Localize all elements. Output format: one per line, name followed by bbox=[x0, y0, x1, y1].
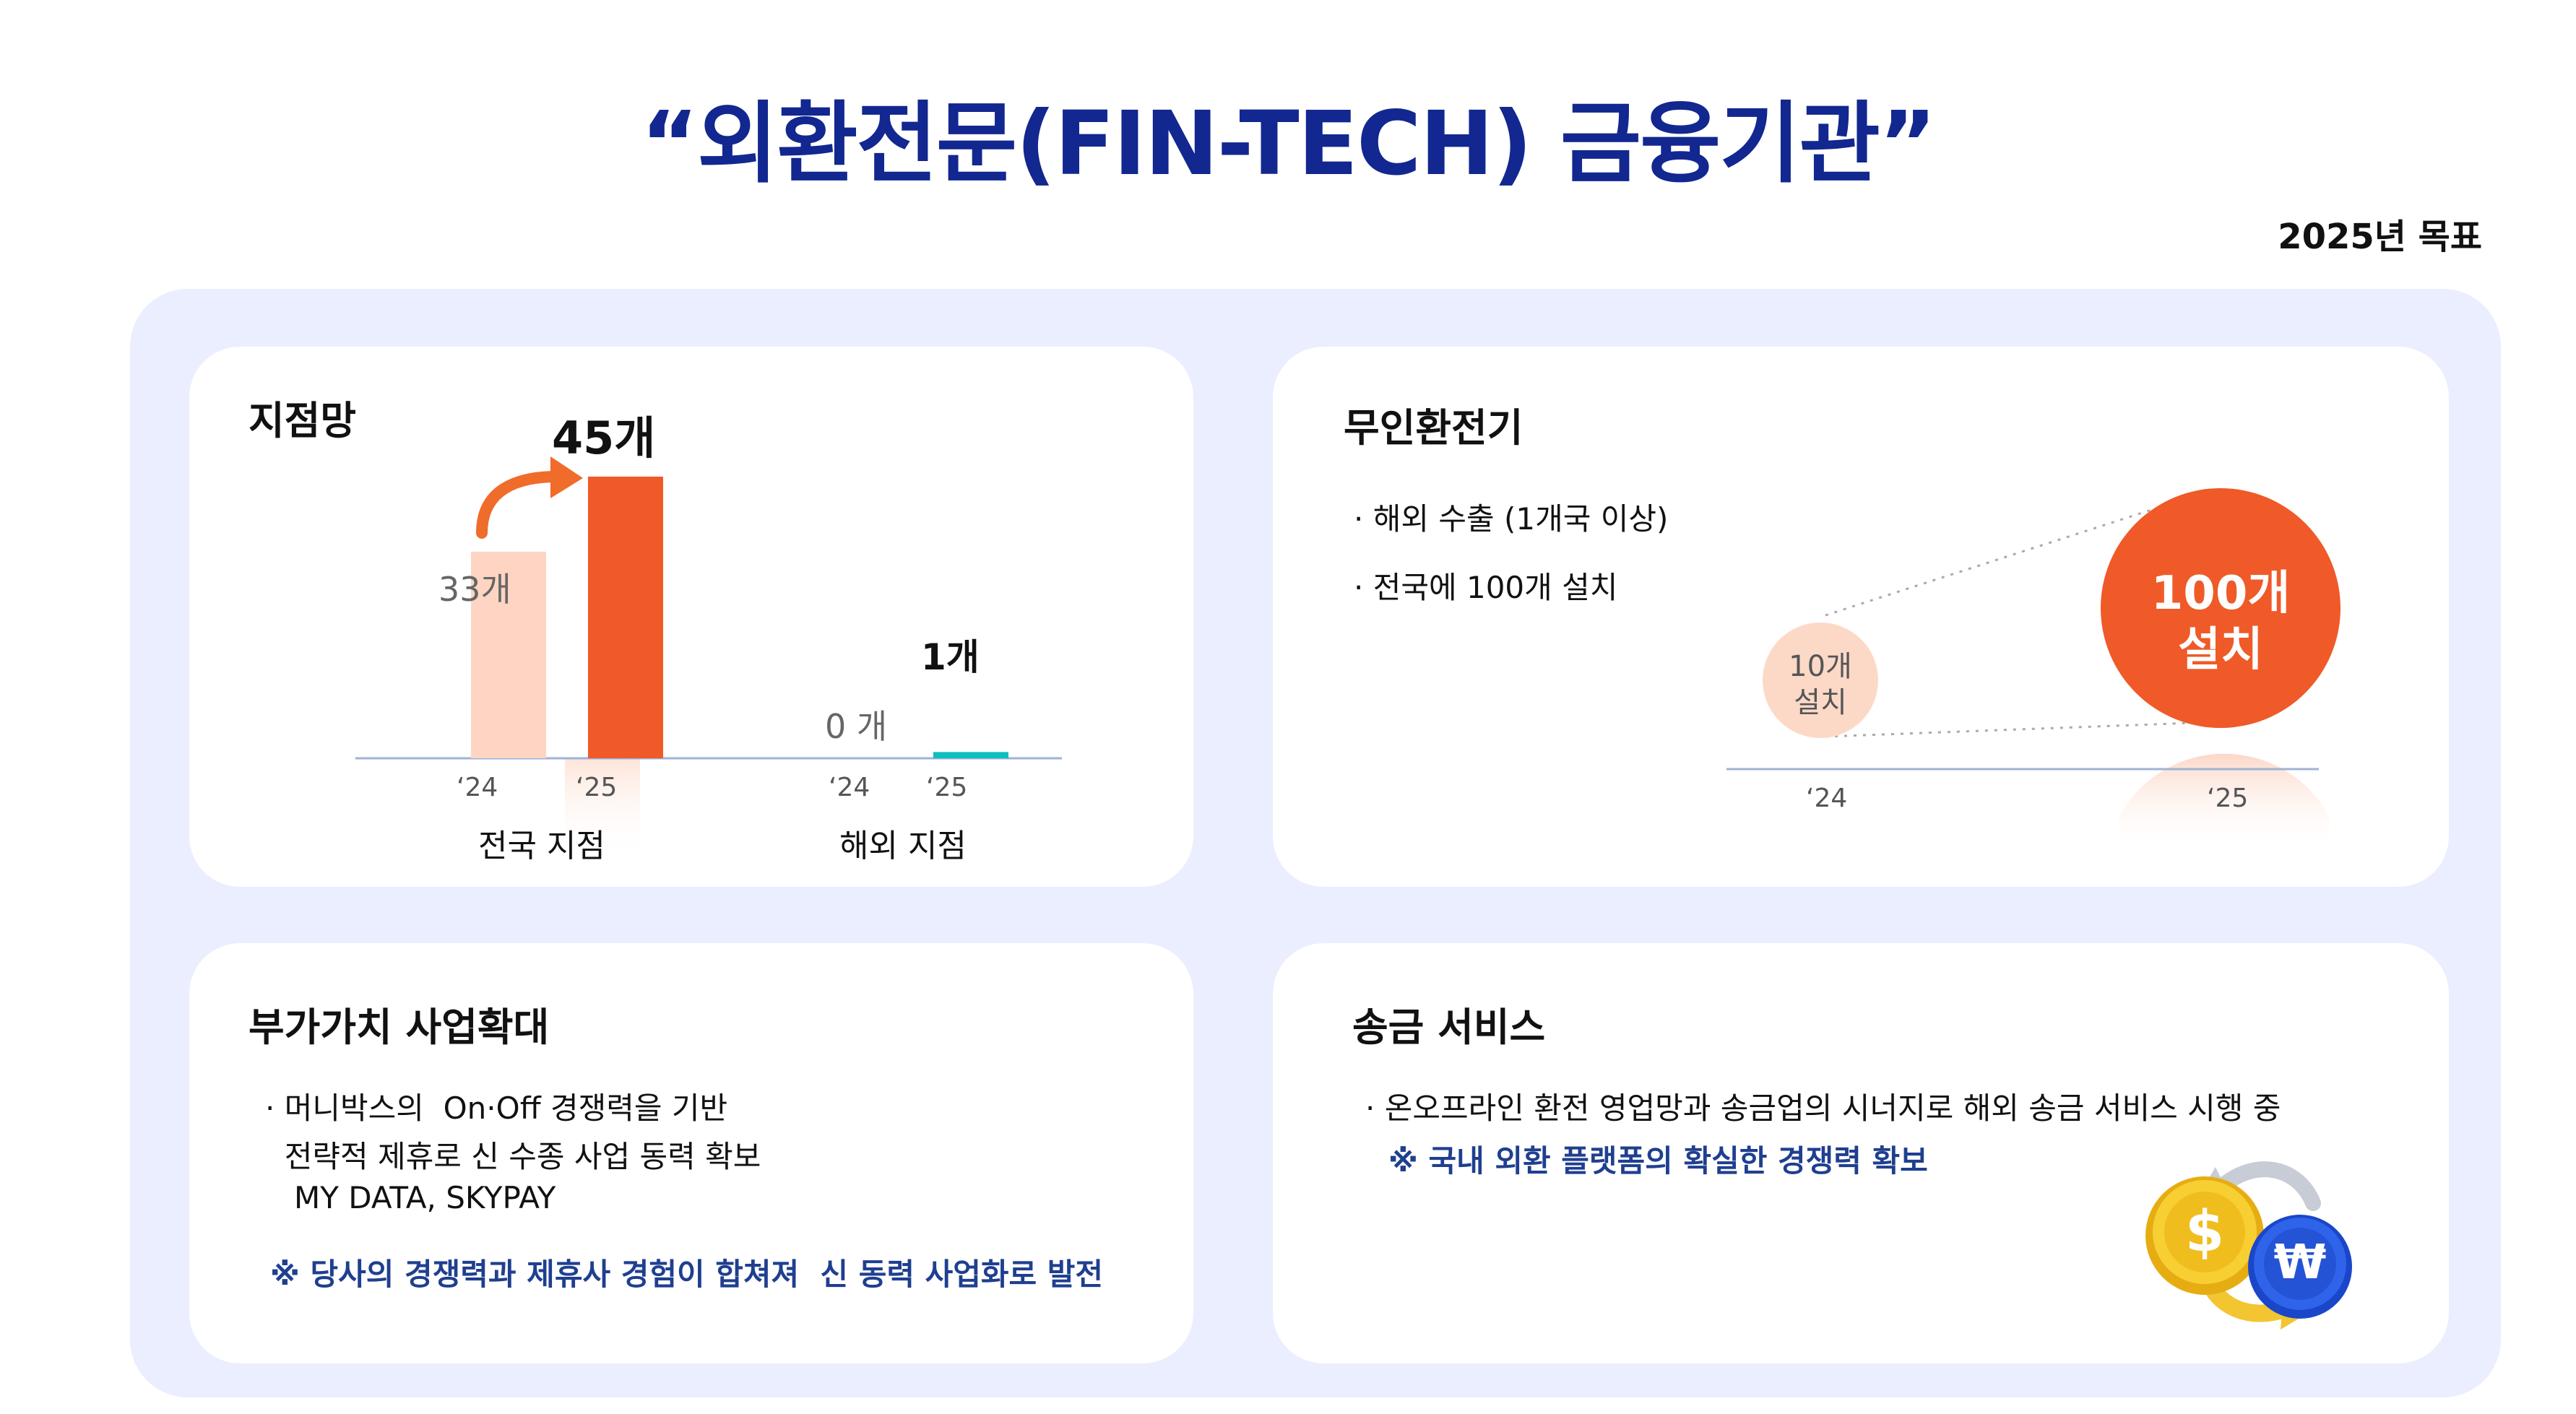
kiosk-year-25: ‘25 bbox=[2207, 784, 2249, 813]
page-subtitle: 2025년 목표 bbox=[2278, 217, 2482, 257]
kiosk-small-circle bbox=[1763, 623, 1878, 738]
kiosk-year-24: ‘24 bbox=[1806, 784, 1848, 813]
kiosk-big-label-1: 100개 bbox=[2151, 567, 2291, 620]
remit-card: 송금 서비스 · 온오프라인 환전 영업망과 송금업의 시너지로 해외 송금 서… bbox=[1273, 943, 2449, 1363]
remit-card-title: 송금 서비스 bbox=[1352, 1005, 1546, 1050]
value-card: 부가가치 사업확대 · 머니박스의 On·Off 경쟁력을 기반 전략적 제휴로… bbox=[189, 943, 1193, 1363]
bar-0-1 bbox=[588, 477, 663, 758]
remit-line: · 온오프라인 환전 영업망과 송금업의 시너지로 해외 송금 서비스 시행 중 bbox=[1365, 1090, 2281, 1126]
growth-arrow-icon bbox=[476, 471, 563, 539]
domestic-year-24: ‘24 bbox=[457, 773, 498, 802]
kiosk-big-circle bbox=[2101, 488, 2341, 728]
domestic-25-value: 45개 bbox=[552, 412, 656, 464]
remit-note: ※ 국내 외환 플랫폼의 확실한 경쟁력 확보 bbox=[1388, 1143, 1928, 1179]
value-line-3: MY DATA, SKYPAY bbox=[265, 1180, 556, 1215]
overseas-year-24: ‘24 bbox=[829, 773, 870, 802]
overseas-caption: 해외 지점 bbox=[839, 828, 967, 864]
kiosk-bullet-2: · 전국에 100개 설치 bbox=[1354, 570, 1618, 605]
overseas-year-25: ‘25 bbox=[926, 773, 968, 802]
kiosk-small-label-2: 설치 bbox=[1794, 686, 1847, 719]
branch-chart bbox=[355, 456, 1062, 859]
won-icon: ₩ bbox=[2273, 1234, 2327, 1290]
value-card-title: 부가가치 사업확대 bbox=[248, 1005, 550, 1050]
content-panel: 지점망 33개 45개 0 개 1개 ‘24 ‘25 ‘24 ‘25 전국 지점… bbox=[130, 289, 2501, 1397]
kiosk-bullet-1: · 해외 수출 (1개국 이상) bbox=[1354, 501, 1669, 537]
value-note: ※ 당사의 경쟁력과 제휴사 경험이 합쳐져 신 동력 사업화로 발전 bbox=[270, 1257, 1104, 1292]
currency-exchange-icon bbox=[2145, 1161, 2352, 1330]
branch-card: 지점망 33개 45개 0 개 1개 ‘24 ‘25 ‘24 ‘25 전국 지점… bbox=[189, 347, 1193, 887]
domestic-caption: 전국 지점 bbox=[478, 828, 605, 864]
growth-arrowhead bbox=[550, 456, 583, 498]
branch-card-title: 지점망 bbox=[248, 398, 357, 443]
reflection-shadow bbox=[565, 758, 640, 859]
kiosk-growth-graphic bbox=[1726, 488, 2341, 852]
kiosk-connector-bottom bbox=[1825, 721, 2213, 738]
bar-1-1 bbox=[933, 752, 1008, 758]
kiosk-card: 무인환전기 · 해외 수출 (1개국 이상) · 전국에 100개 설치 10개… bbox=[1273, 347, 2449, 887]
kiosk-reflection bbox=[2119, 753, 2329, 852]
dollar-icon: $ bbox=[2184, 1200, 2225, 1265]
overseas-25-value: 1개 bbox=[921, 636, 980, 678]
domestic-24-value: 33개 bbox=[438, 570, 511, 609]
kiosk-small-label-1: 10개 bbox=[1789, 650, 1852, 683]
domestic-year-25: ‘25 bbox=[576, 773, 618, 802]
value-line-2: 전략적 제휴로 신 수종 사업 동력 확보 bbox=[265, 1139, 761, 1174]
kiosk-big-label-2: 설치 bbox=[2178, 623, 2263, 677]
value-line-1: · 머니박스의 On·Off 경쟁력을 기반 bbox=[265, 1090, 728, 1126]
bar-0-0 bbox=[471, 552, 546, 758]
page-title: “외환전문(FIN-TECH) 금융기관” bbox=[640, 92, 1937, 195]
overseas-24-value: 0 개 bbox=[825, 707, 888, 746]
kiosk-card-title: 무인환전기 bbox=[1344, 405, 1523, 451]
